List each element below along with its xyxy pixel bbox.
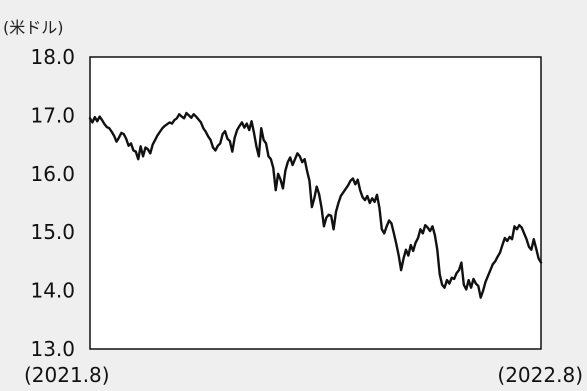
price-series-line xyxy=(88,111,543,299)
y-tick-label: 17.0 xyxy=(30,103,75,127)
y-tick-label: 13.0 xyxy=(30,337,75,361)
x-start-date-label: (2021.8) xyxy=(24,363,110,387)
y-tick-label: 16.0 xyxy=(30,162,75,186)
y-unit-label: (米ドル) xyxy=(3,18,64,37)
y-tick-label: 14.0 xyxy=(30,279,75,303)
y-tick-label: 15.0 xyxy=(30,220,75,244)
y-axis-tick-labels: 18.0 17.0 16.0 15.0 14.0 13.0 xyxy=(30,45,75,361)
plot-area xyxy=(89,56,542,350)
x-end-date-label: (2022.8) xyxy=(497,363,583,387)
y-tick-label: 18.0 xyxy=(30,45,75,69)
